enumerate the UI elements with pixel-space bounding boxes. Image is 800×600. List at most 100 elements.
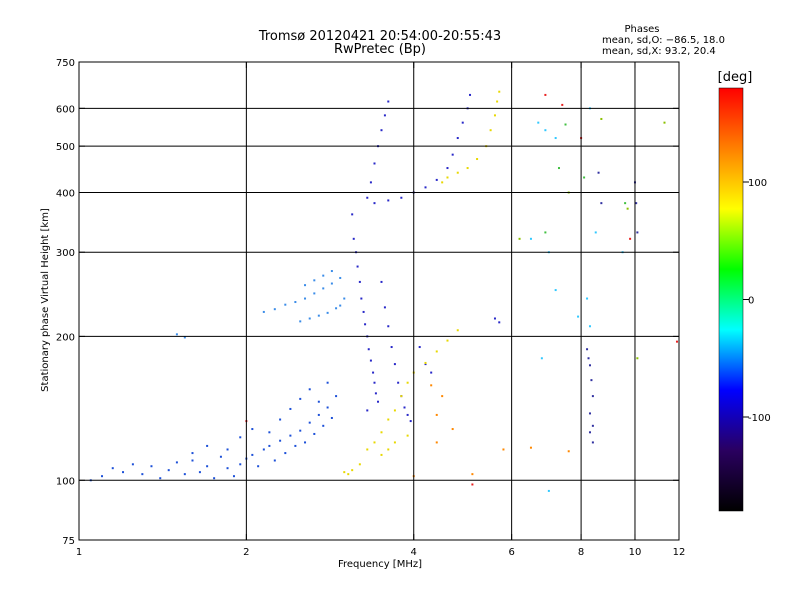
chart-subtitle: RwPretec (Bp): [334, 42, 426, 57]
colorbar-tick-label: 0: [748, 296, 754, 307]
data-point: [540, 357, 543, 360]
data-point: [131, 463, 134, 466]
data-point: [583, 176, 586, 179]
data-point: [393, 363, 396, 366]
data-point: [586, 348, 589, 351]
colorbar: [718, 87, 744, 512]
data-point: [322, 274, 325, 277]
data-point: [294, 444, 297, 447]
data-point: [183, 473, 186, 476]
data-point: [369, 181, 372, 184]
data-point: [273, 459, 276, 462]
data-point: [360, 297, 363, 300]
stats-heading: Phases: [624, 24, 659, 35]
y-tick-label: 600: [56, 104, 75, 115]
colorbar-label: [deg]: [718, 70, 753, 85]
data-point: [456, 329, 459, 332]
data-point: [326, 381, 329, 384]
data-point: [663, 121, 666, 124]
data-point: [335, 395, 338, 398]
data-point: [322, 287, 325, 290]
stats-line-o: mean, sd,O: −86.5, 18.0: [602, 35, 725, 46]
data-point: [557, 167, 560, 170]
data-point: [206, 444, 209, 447]
data-point: [567, 450, 570, 453]
data-point: [387, 325, 390, 328]
data-point: [418, 346, 421, 349]
data-point: [141, 473, 144, 476]
data-point: [326, 406, 329, 409]
data-point: [400, 196, 403, 199]
y-axis-label: Stationary phase Virtual Height [km]: [40, 208, 51, 392]
data-point: [383, 306, 386, 309]
data-point: [435, 350, 438, 353]
data-point: [239, 463, 242, 466]
data-point: [343, 471, 346, 474]
data-point: [600, 117, 603, 120]
data-point: [577, 315, 580, 318]
data-point: [367, 348, 370, 351]
data-point: [387, 448, 390, 451]
colorbar-tick-label: -100: [748, 413, 771, 424]
stats-line-x: mean, sd,X: 93.2, 20.4: [602, 46, 716, 57]
data-point: [446, 176, 449, 179]
x-tick-label: 10: [629, 547, 642, 558]
data-point: [372, 371, 375, 374]
data-point: [591, 424, 594, 427]
data-point: [441, 395, 444, 398]
data-point: [219, 455, 222, 458]
chart-title: Tromsø 20120421 20:54:00-20:55:43: [258, 29, 501, 44]
data-point: [435, 413, 438, 416]
data-point: [284, 303, 287, 306]
data-point: [591, 441, 594, 444]
data-point: [257, 465, 260, 468]
scatter-points: [89, 90, 678, 492]
data-point: [406, 434, 409, 437]
data-point: [498, 90, 501, 93]
data-point: [547, 489, 550, 492]
data-point: [636, 231, 639, 234]
data-point: [262, 448, 265, 451]
y-tick-label: 200: [56, 332, 75, 343]
data-point: [587, 357, 590, 360]
data-point: [373, 441, 376, 444]
data-point: [493, 317, 496, 320]
data-point: [351, 469, 354, 472]
data-point: [588, 412, 591, 415]
data-point: [268, 431, 271, 434]
data-point: [299, 429, 302, 432]
data-point: [471, 483, 474, 486]
data-point: [299, 397, 302, 400]
data-point: [629, 237, 632, 240]
x-tick-label: 2: [243, 547, 249, 558]
data-point: [635, 202, 638, 205]
x-tick-label: 6: [508, 547, 514, 558]
data-point: [279, 439, 282, 442]
data-point: [308, 388, 311, 391]
data-point: [262, 310, 265, 313]
data-point: [352, 237, 355, 240]
y-tick-label: 400: [56, 188, 75, 199]
data-point: [554, 137, 557, 140]
data-point: [489, 129, 492, 132]
data-point: [373, 381, 376, 384]
data-point: [239, 436, 242, 439]
data-point: [304, 441, 307, 444]
data-point: [326, 311, 329, 314]
data-point: [369, 359, 372, 362]
y-tick-label: 300: [56, 248, 75, 259]
data-point: [335, 307, 338, 310]
data-point: [226, 448, 229, 451]
data-point: [377, 400, 380, 403]
data-point: [213, 477, 216, 480]
data-point: [456, 171, 459, 174]
data-point: [430, 371, 433, 374]
data-point: [590, 379, 593, 382]
data-point: [191, 452, 194, 455]
data-point: [175, 333, 178, 336]
data-point: [339, 276, 342, 279]
data-point: [461, 121, 464, 124]
data-point: [101, 475, 104, 478]
data-point: [159, 477, 162, 480]
data-point: [175, 461, 178, 464]
